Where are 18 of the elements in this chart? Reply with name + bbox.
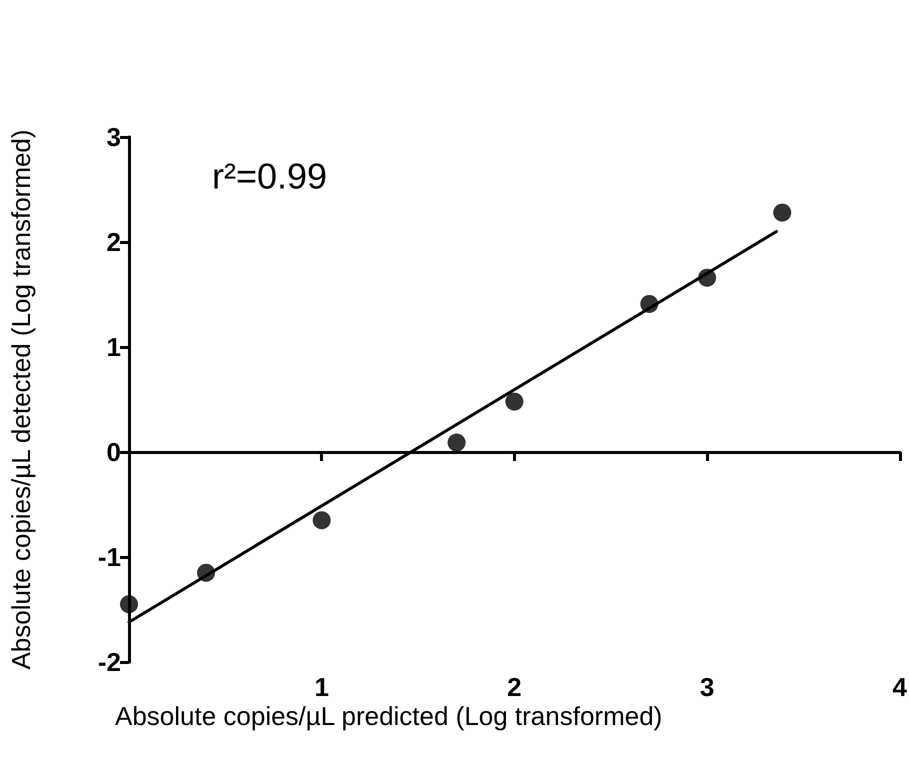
x-tick-label: 4	[892, 672, 908, 702]
point	[505, 392, 524, 411]
point	[773, 204, 792, 222]
y-tick-label: 2	[106, 227, 121, 257]
x-tick-label: 1	[314, 672, 329, 702]
y-axis-title: Absolute copies/µL detected (Log transformed)	[6, 129, 36, 670]
point	[448, 434, 466, 452]
y-tick-label: -1	[98, 542, 121, 572]
x-tick-label: 3	[700, 672, 714, 702]
point	[120, 595, 138, 614]
y-tick-label: -2	[98, 647, 121, 677]
y-tick-label: 3	[106, 122, 121, 152]
x-axis-title: Absolute copies/µL predicted (Log transformed)	[115, 701, 662, 731]
point	[312, 511, 331, 530]
y-tick-label: 0	[106, 437, 121, 467]
y-tick-label: 1	[106, 332, 121, 362]
x-tick-label: 2	[507, 672, 522, 702]
annotation: r²=0.99	[212, 156, 328, 196]
